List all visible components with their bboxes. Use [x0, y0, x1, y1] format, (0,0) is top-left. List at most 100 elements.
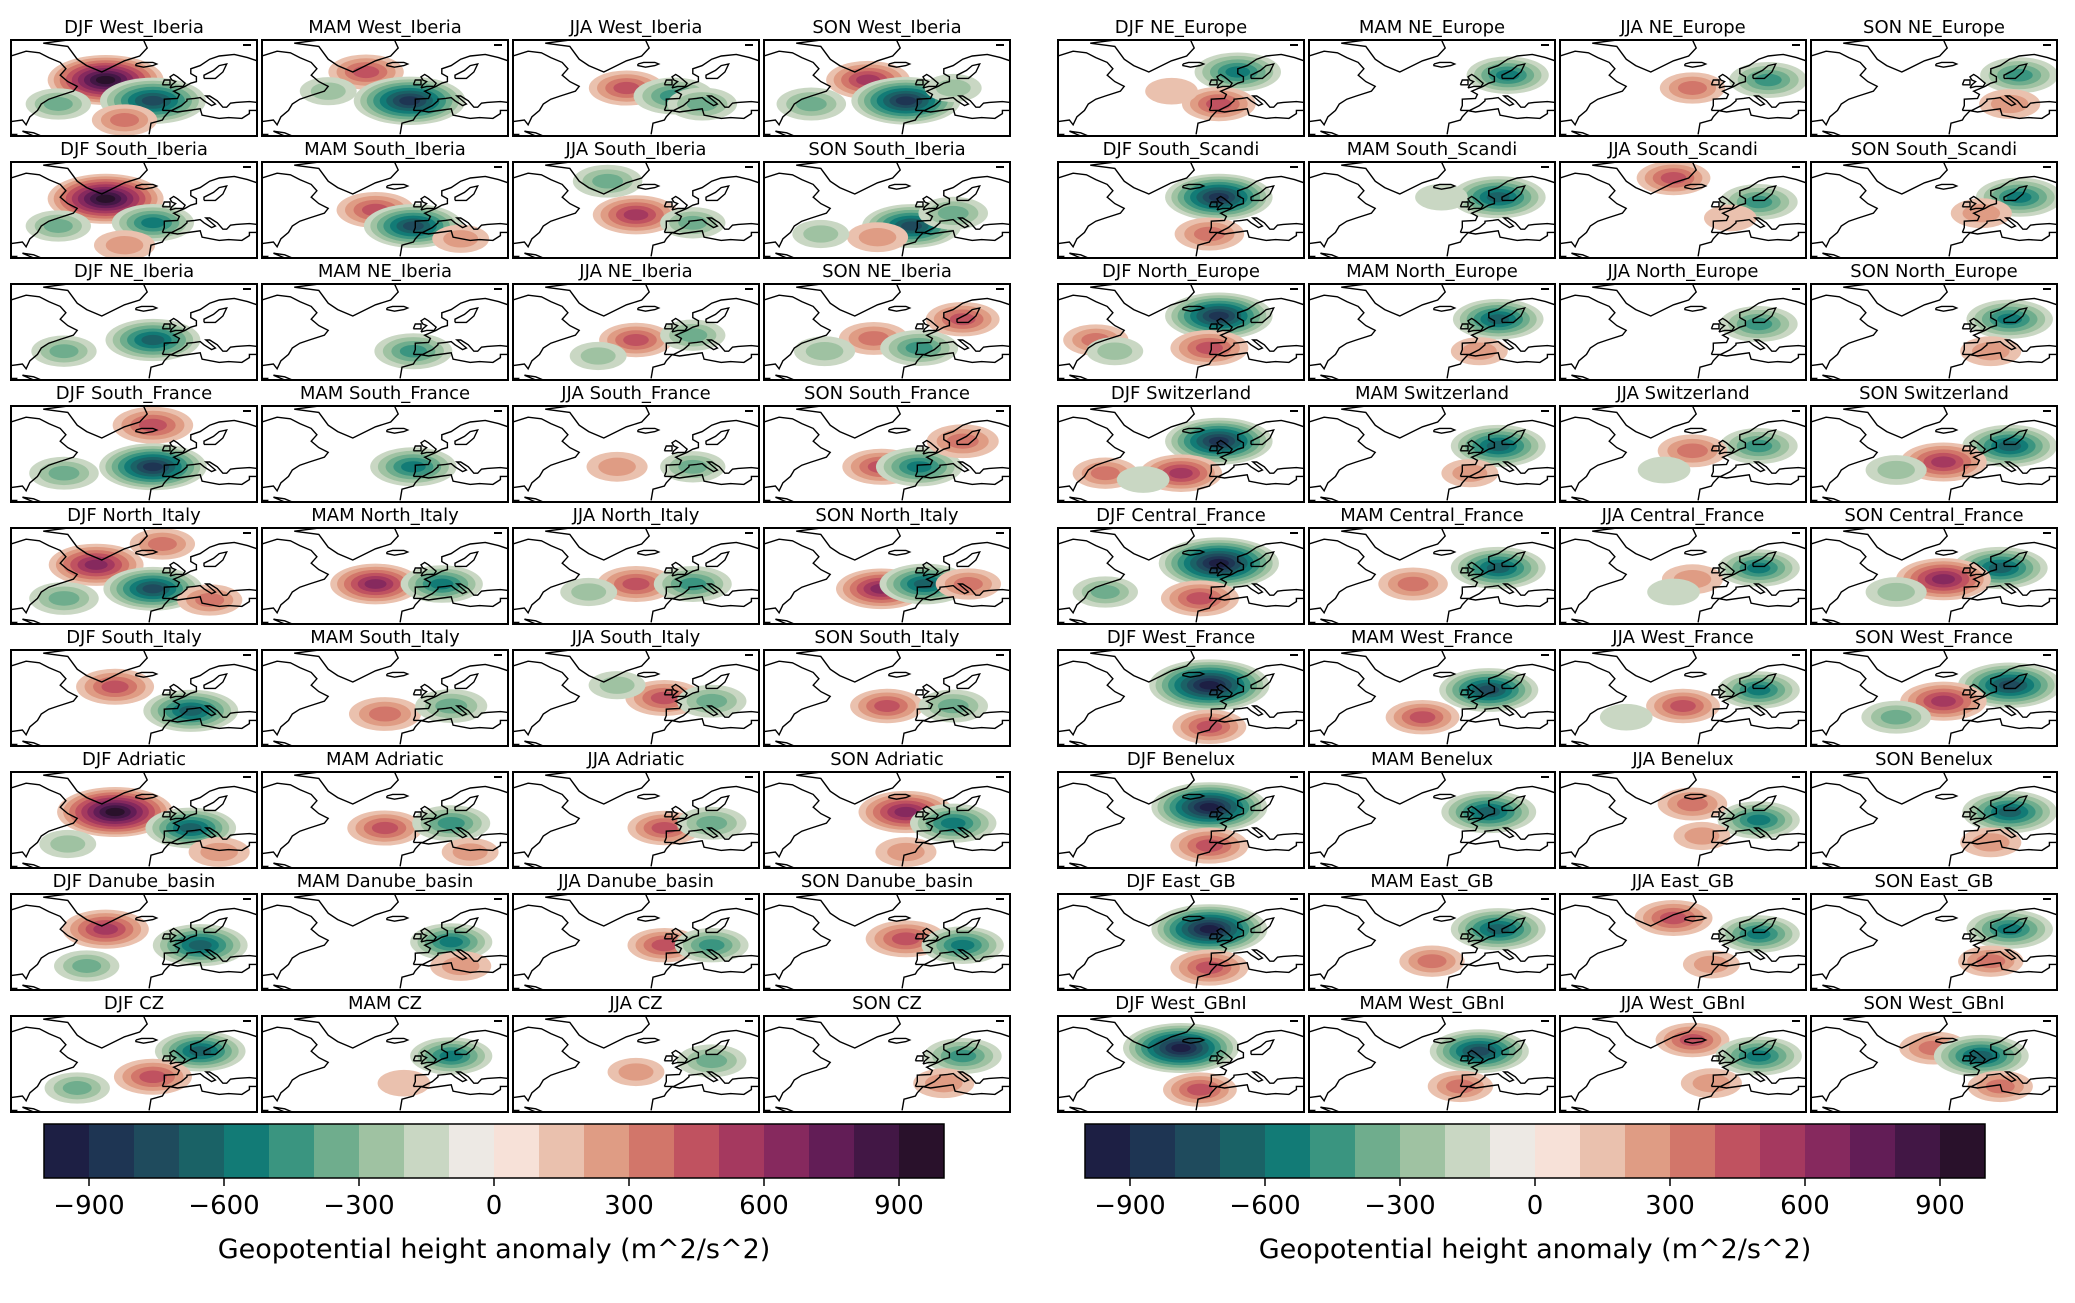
map-panel: JJA Central_France — [1559, 505, 1807, 625]
colorbar-swatch — [1535, 1124, 1581, 1178]
contour-level — [352, 65, 380, 79]
contour-level — [1754, 73, 1782, 87]
left-panel-grid: DJF West_Iberia MAM West_Iberia JJA West_I… — [10, 17, 1011, 1113]
panel-title: SON South_Iberia — [808, 139, 965, 160]
map-panel: SON Central_France — [1810, 505, 2058, 625]
contour-level — [1647, 578, 1700, 606]
coastline — [11, 162, 257, 258]
colorbar-tick-label: −600 — [188, 1191, 259, 1221]
panel-title: DJF Adriatic — [82, 749, 186, 770]
map-panel: SON Danube_basin — [763, 871, 1011, 991]
anomaly-blob — [1865, 455, 1927, 485]
panel-frame — [1057, 893, 1305, 991]
contour-level — [1452, 464, 1488, 482]
map-panel: MAM East_GB — [1308, 871, 1556, 991]
panel-title: MAM South_Iberia — [304, 139, 466, 160]
map-panel: DJF West_Iberia — [10, 17, 258, 137]
panel-frame — [1057, 405, 1305, 503]
anomaly-blob — [1174, 217, 1245, 251]
panel-title: DJF Switzerland — [1111, 383, 1251, 404]
anomaly-blob — [1145, 77, 1198, 105]
contour-level — [1196, 720, 1223, 733]
contour-level — [364, 579, 387, 589]
anomaly-blob — [54, 950, 120, 982]
panel-title: SON South_Scandi — [1851, 139, 2017, 160]
panel-frame — [763, 893, 1011, 991]
panel-title: SON Central_France — [1844, 505, 2023, 526]
coastline — [1058, 528, 1304, 624]
coastline — [1309, 40, 1555, 136]
panel-frame — [10, 161, 258, 259]
panel-frame — [1308, 527, 1556, 625]
panel-frame — [1810, 893, 2058, 991]
colorbar-swatch — [1760, 1124, 1806, 1178]
coastline — [262, 40, 508, 136]
anomaly-blob — [188, 837, 250, 867]
anomaly-blob — [31, 335, 97, 367]
contour-level — [1693, 955, 1729, 974]
map-panel: DJF NE_Iberia — [10, 261, 258, 381]
contour-level — [93, 923, 118, 935]
contour-level — [110, 113, 140, 127]
panel-frame — [261, 771, 509, 869]
coastline — [11, 650, 257, 746]
panel-frame — [512, 1015, 760, 1113]
map-panel: JJA Benelux — [1559, 749, 1807, 869]
colorbar-right: −900 −600 −300 0 300 600 900 Geopotential heigh… — [1084, 1123, 1986, 1265]
colorbar-swatch — [1850, 1124, 1896, 1178]
panel-frame — [261, 39, 509, 137]
anomaly-blob — [1865, 577, 1927, 607]
contour-level — [1692, 1074, 1731, 1093]
colorbar-swatch — [1715, 1124, 1761, 1178]
panel-frame — [1810, 161, 2058, 259]
colorbar-tick-label: 0 — [486, 1191, 503, 1221]
panel-title: MAM South_Italy — [310, 627, 460, 648]
coastline — [1058, 894, 1304, 990]
map-panel: MAM Adriatic — [261, 749, 509, 869]
contour-level — [940, 817, 966, 829]
panel-frame — [763, 283, 1011, 381]
contour-level — [84, 559, 108, 570]
panel-title: JJA Adriatic — [586, 749, 684, 770]
contour-level — [1670, 700, 1696, 712]
panel-frame — [512, 771, 760, 869]
map-panel: SON North_Europe — [1810, 261, 2058, 381]
colorbar-swatch — [1265, 1124, 1311, 1178]
panel-title: SON South_France — [804, 383, 970, 404]
contour-level — [1746, 814, 1771, 826]
anomaly-blob — [91, 104, 158, 136]
contour-level — [1208, 311, 1229, 321]
panel-frame — [1810, 405, 2058, 503]
coastline — [262, 284, 508, 380]
map-panel: SON NE_Iberia — [763, 261, 1011, 381]
panel-frame — [1559, 405, 1807, 503]
panel-frame — [1810, 39, 2058, 137]
contour-level — [1199, 925, 1220, 934]
panel-title: MAM NE_Europe — [1359, 17, 1505, 38]
contour-level — [1461, 342, 1497, 360]
anomaly-blob — [792, 219, 850, 249]
map-panel: JJA West_France — [1559, 627, 1807, 747]
map-panel: SON NE_Europe — [1810, 17, 2058, 137]
contour-level — [679, 577, 707, 591]
contour-level — [377, 1069, 431, 1097]
contour-level — [139, 1070, 167, 1084]
panel-frame — [1057, 1015, 1305, 1113]
contour-level — [1684, 827, 1720, 845]
map-panel: DJF South_France — [10, 383, 258, 503]
colorbar-swatch — [629, 1124, 675, 1178]
colorbar-swatch — [809, 1124, 855, 1178]
coastline — [513, 406, 759, 502]
coastline — [764, 162, 1010, 258]
anomaly-blob — [99, 443, 207, 491]
contour-level — [1931, 695, 1956, 707]
contour-level — [142, 462, 163, 472]
anomaly-blob — [129, 528, 196, 560]
colorbar-swatch — [404, 1124, 450, 1178]
contour-level — [95, 75, 116, 85]
coastline — [513, 40, 759, 136]
contour-level — [439, 936, 463, 948]
map-panel: SON South_Italy — [763, 627, 1011, 747]
coastline — [262, 406, 508, 502]
anomaly-blob — [1170, 827, 1249, 864]
